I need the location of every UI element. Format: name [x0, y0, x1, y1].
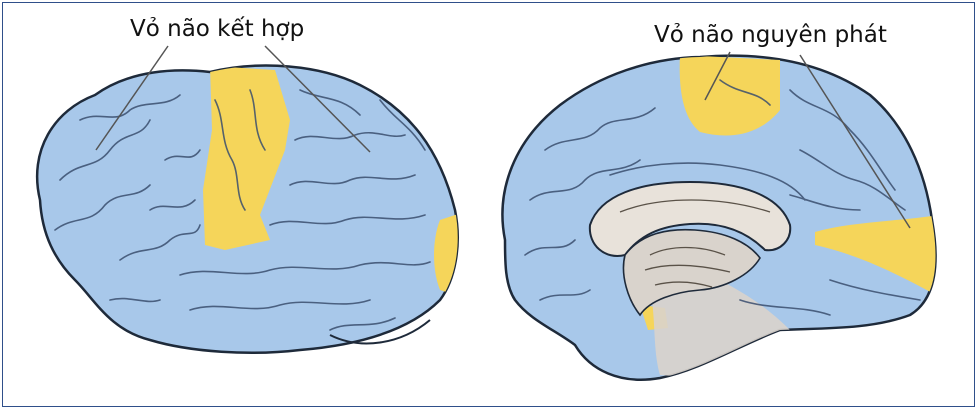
lateral-occipital-patch [434, 210, 458, 300]
primary-pointers [704, 51, 911, 229]
lateral-primary-strip [203, 66, 290, 250]
association-pointers [95, 45, 371, 153]
medial-primary-occipital [815, 215, 936, 300]
thalamus-region [622, 228, 761, 317]
medial-primary-top [679, 55, 780, 136]
lateral-brain [35, 64, 459, 355]
primary-cortex-label: Vỏ não nguyên phát [654, 22, 887, 48]
association-cortex-label: Vỏ não kết hợp [130, 16, 305, 42]
medial-brain [501, 54, 937, 381]
